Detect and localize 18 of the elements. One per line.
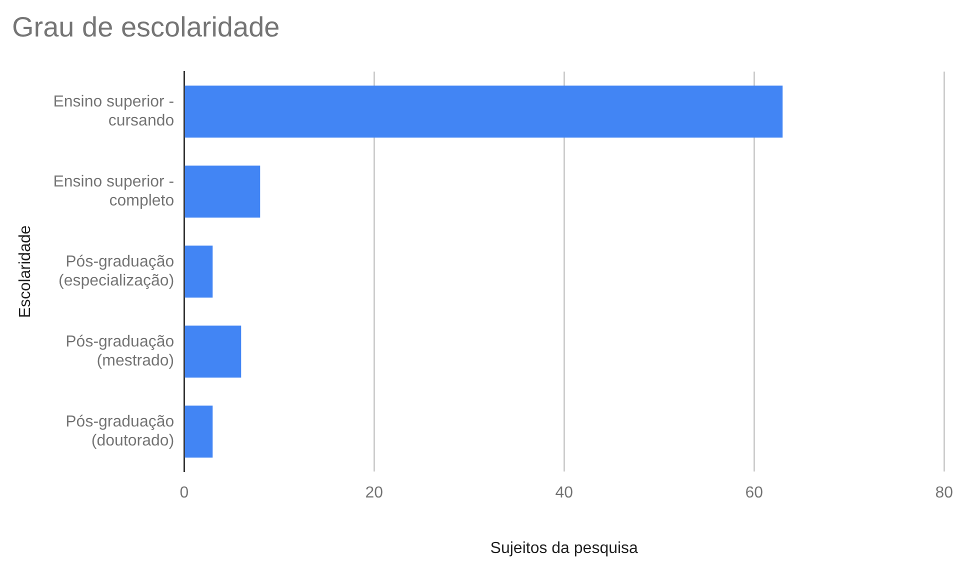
bar	[184, 246, 213, 298]
y-tick-label: Pós-graduação (mestrado)	[66, 333, 174, 370]
bar	[184, 86, 783, 138]
x-tick-label: 0	[180, 484, 189, 502]
chart-title: Grau de escolaridade	[12, 12, 280, 43]
x-tick-label: 60	[745, 484, 764, 502]
bar	[184, 166, 260, 218]
y-axis-title: Escolaridade	[17, 225, 34, 318]
x-tick-label: 20	[365, 484, 384, 502]
x-axis-title: Sujeitos da pesquisa	[490, 540, 638, 557]
x-tick-label: 40	[555, 484, 574, 502]
bar	[184, 406, 213, 458]
x-tick-label: 80	[935, 484, 954, 502]
y-tick-label: Pós-graduação (especialização)	[58, 253, 174, 290]
y-tick-label: Pós-graduação (doutorado)	[66, 413, 174, 450]
y-tick-label: Ensino superior - completo	[53, 173, 174, 210]
bar	[184, 326, 242, 378]
y-tick-label: Ensino superior - cursando	[53, 93, 174, 130]
